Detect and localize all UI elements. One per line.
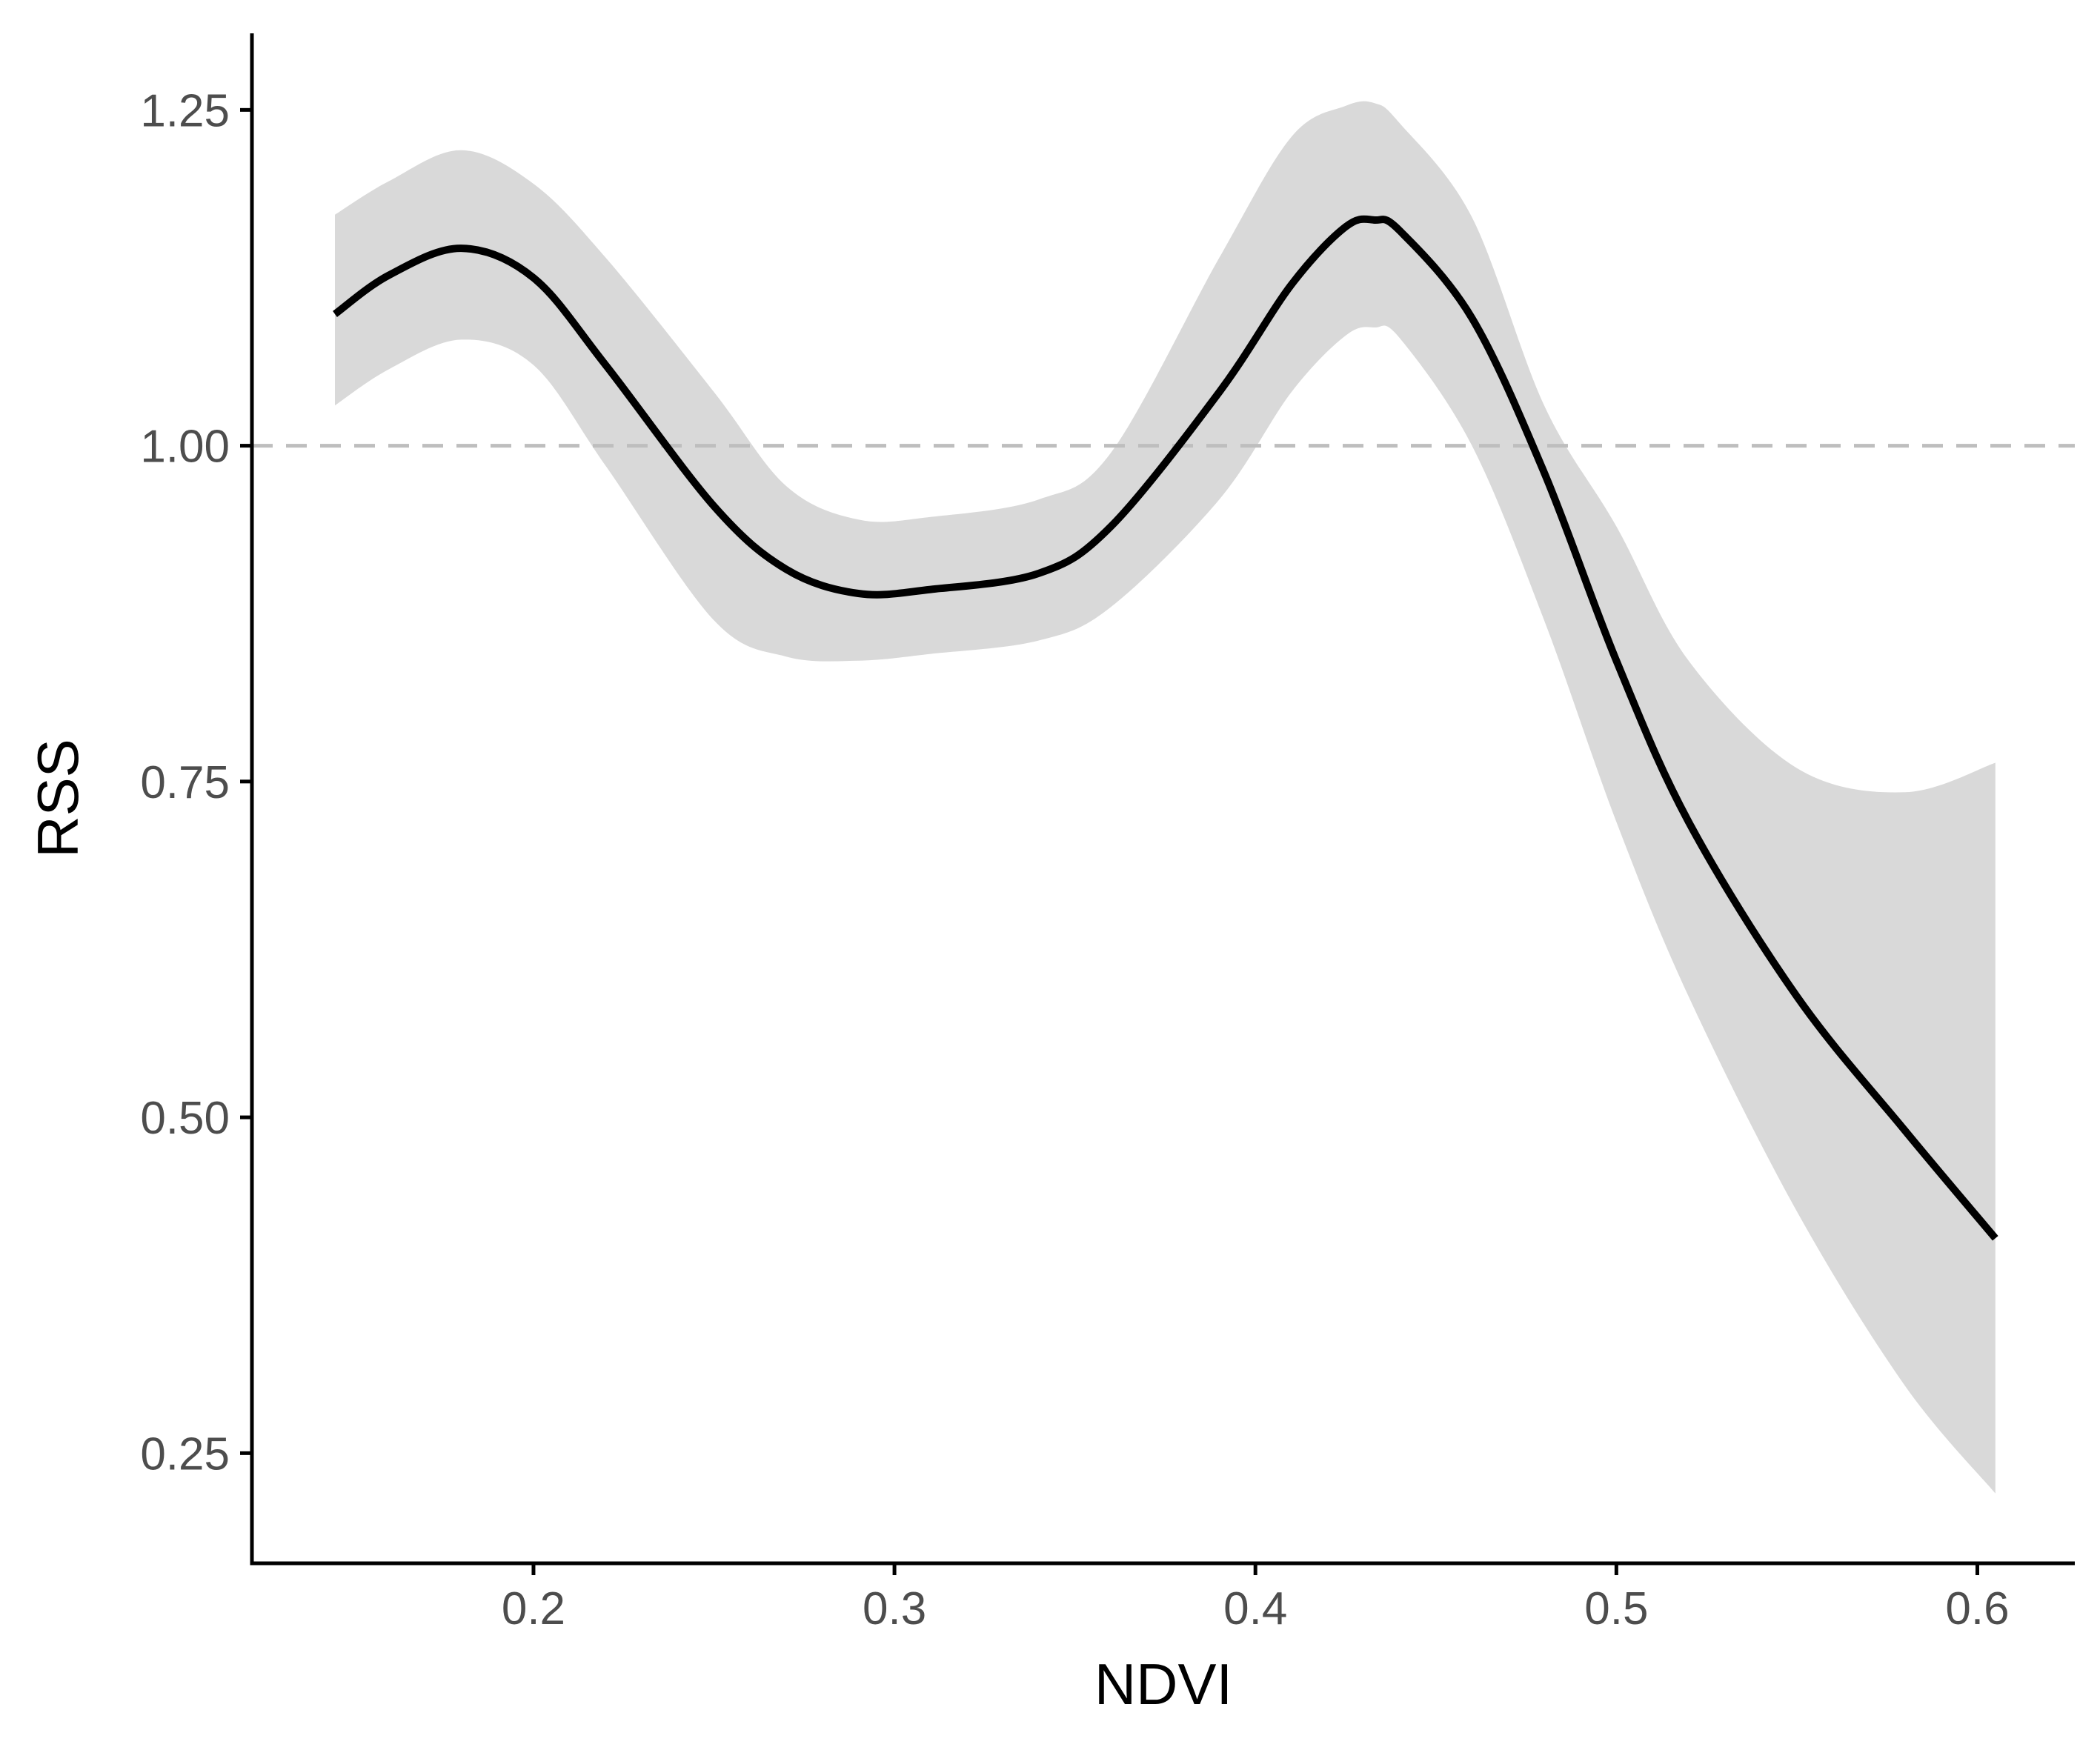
x-tick-label: 0.5 <box>1584 1583 1648 1634</box>
axes-layer <box>250 33 2075 1566</box>
confidence-ribbon <box>335 101 1996 1494</box>
y-axis-title: RSS <box>25 739 90 857</box>
x-tick-label: 0.6 <box>1945 1583 2009 1634</box>
series-line <box>333 215 1998 1241</box>
confidence-ribbon-layer <box>335 101 1996 1494</box>
x-tick-label: 0.2 <box>502 1583 565 1634</box>
y-tick-label: 0.75 <box>140 757 230 808</box>
x-tick-label: 0.4 <box>1223 1583 1287 1634</box>
ticks-layer: 0.2 0.3 0.4 0.5 0.6 0.25 0.50 0.75 1.00 1.25 <box>140 85 2009 1634</box>
y-tick-label: 1.25 <box>140 85 230 136</box>
series-line-layer <box>333 215 1998 1241</box>
x-tick-label: 0.3 <box>863 1583 926 1634</box>
y-tick-label: 1.00 <box>140 422 230 473</box>
x-axis-title: NDVI <box>1094 1651 1232 1717</box>
y-tick-label: 0.50 <box>140 1093 230 1144</box>
y-tick-label: 0.25 <box>140 1428 230 1480</box>
